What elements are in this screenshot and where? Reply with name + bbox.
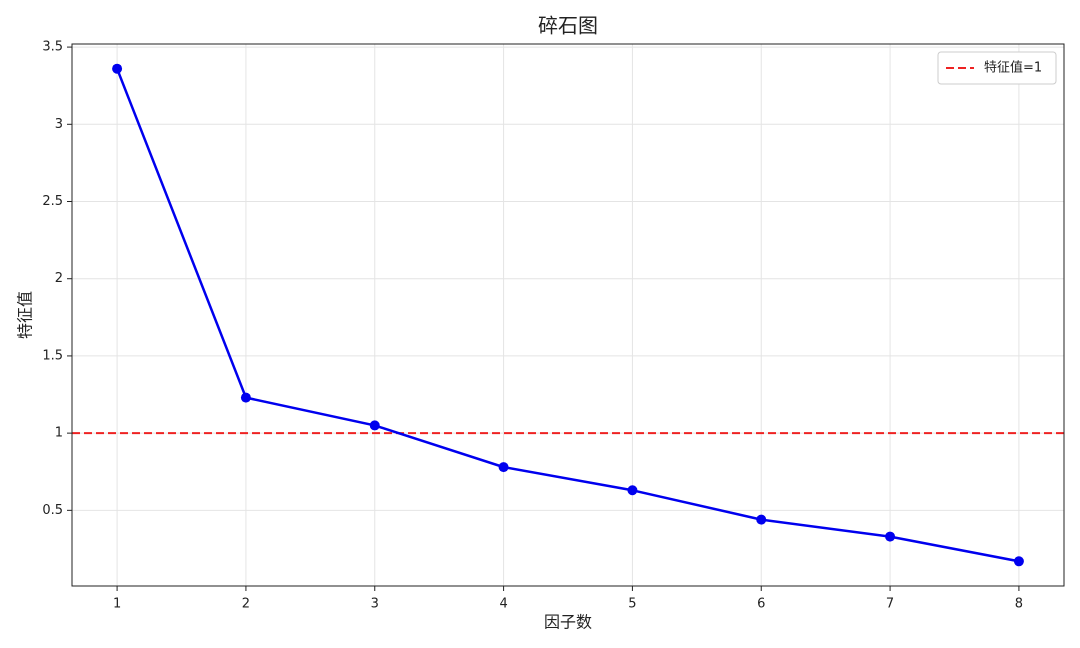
y-tick-label: 2.5 [42,194,63,209]
y-tick-label: 3 [55,117,63,132]
x-tick-label: 4 [499,597,507,612]
data-point [885,531,896,542]
data-point [1013,556,1024,567]
data-point [756,514,767,525]
y-tick-label: 2 [55,271,63,286]
x-tick-label: 3 [371,597,379,612]
x-tick-label: 8 [1015,597,1023,612]
series-line [115,68,1020,563]
legend-label: 特征值=1 [984,60,1042,76]
plot-frame [71,43,1065,587]
data-point [240,392,251,403]
chart-title: 碎石图 [538,14,598,38]
legend-box [937,51,1057,85]
y-tick-label: 3.5 [42,40,63,55]
y-tick-label: 0.5 [42,503,63,518]
y-axis-label: 特征值 [16,291,35,339]
x-tick-label: 1 [113,597,121,612]
x-tick-label: 5 [628,597,636,612]
y-tick-label: 1 [55,426,63,441]
x-tick-label: 2 [242,597,250,612]
x-tick-label: 7 [886,597,894,612]
x-tick-label: 6 [757,597,765,612]
data-point [112,63,123,74]
data-point [498,462,509,473]
data-point [369,420,380,431]
x-axis-label: 因子数 [544,613,592,632]
data-point [627,485,638,496]
y-tick-label: 1.5 [42,348,63,363]
